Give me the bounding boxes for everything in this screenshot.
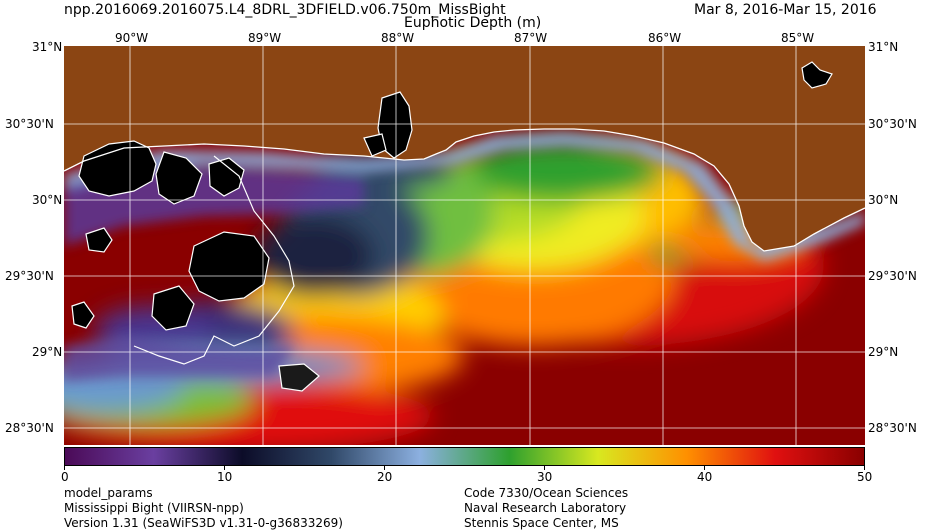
lon-label-top-85w: 85°W xyxy=(781,31,815,45)
colorbar-tick-10 xyxy=(224,466,225,470)
depth-colorbar xyxy=(64,447,865,466)
lon-label-top-87w: 87°W xyxy=(514,31,548,45)
colorbar-tick-50 xyxy=(864,466,865,470)
colorbar-label-0: 0 xyxy=(61,470,69,484)
lat-label-right-29-30n: 29°30'N xyxy=(868,269,917,283)
colorbar-tick-40 xyxy=(704,466,705,470)
footer-right-line-2: Naval Research Laboratory xyxy=(464,501,627,515)
lon-label-top-89w: 89°W xyxy=(248,31,282,45)
colorbar-tick-0 xyxy=(64,466,65,470)
colorbar-label-20: 20 xyxy=(377,470,393,484)
footer-left-line-1: model_params xyxy=(64,486,153,500)
footer-right-line-3: Stennis Space Center, MS xyxy=(464,516,619,530)
euphotic-depth-map xyxy=(64,46,865,445)
lon-label-top-88w: 88°W xyxy=(381,31,415,45)
product-title: npp.2016069.2016075.L4_8DRL_3DFIELD.v06.… xyxy=(64,2,506,18)
lat-label-right-29n: 29°N xyxy=(868,345,899,359)
date-range: Mar 8, 2016-Mar 15, 2016 xyxy=(694,2,877,18)
graticule xyxy=(64,46,865,445)
map-subtitle: Euphotic Depth (m) xyxy=(404,15,542,31)
colorbar-label-50: 50 xyxy=(857,470,873,484)
colorbar-label-10: 10 xyxy=(217,470,233,484)
delta-coastline xyxy=(133,155,295,365)
colorbar-tick-30 xyxy=(544,466,545,470)
colorbar-tick-20 xyxy=(384,466,385,470)
footer-left-line-2: Mississippi Bight (VIIRSN-npp) xyxy=(64,501,244,515)
nodata-areas xyxy=(71,61,833,392)
lon-label-top-86w: 86°W xyxy=(648,31,682,45)
lat-label-right-28-30n: 28°30'N xyxy=(868,421,917,435)
lat-label-left-30-30n: 30°30'N xyxy=(5,117,54,131)
lat-label-right-30n: 30°N xyxy=(868,193,899,207)
footer-right-line-1: Code 7330/Ocean Sciences xyxy=(464,486,629,500)
lat-label-left-31n: 31°N xyxy=(32,40,63,54)
coastline xyxy=(64,128,865,252)
colorbar-label-40: 40 xyxy=(697,470,713,484)
lat-label-left-30n: 30°N xyxy=(32,193,63,207)
lat-label-right-31n: 31°N xyxy=(868,40,899,54)
colorbar-label-30: 30 xyxy=(537,470,553,484)
lat-label-left-29-30n: 29°30'N xyxy=(5,269,54,283)
lat-label-left-28-30n: 28°30'N xyxy=(5,421,54,435)
footer-left-line-3: Version 1.31 (SeaWiFS3D v1.31-0-g3683326… xyxy=(64,516,343,530)
lon-label-top-90w: 90°W xyxy=(115,31,149,45)
lat-label-left-29n: 29°N xyxy=(32,345,63,359)
map-canvas xyxy=(64,46,865,445)
lat-label-right-30-30n: 30°30'N xyxy=(868,117,917,131)
